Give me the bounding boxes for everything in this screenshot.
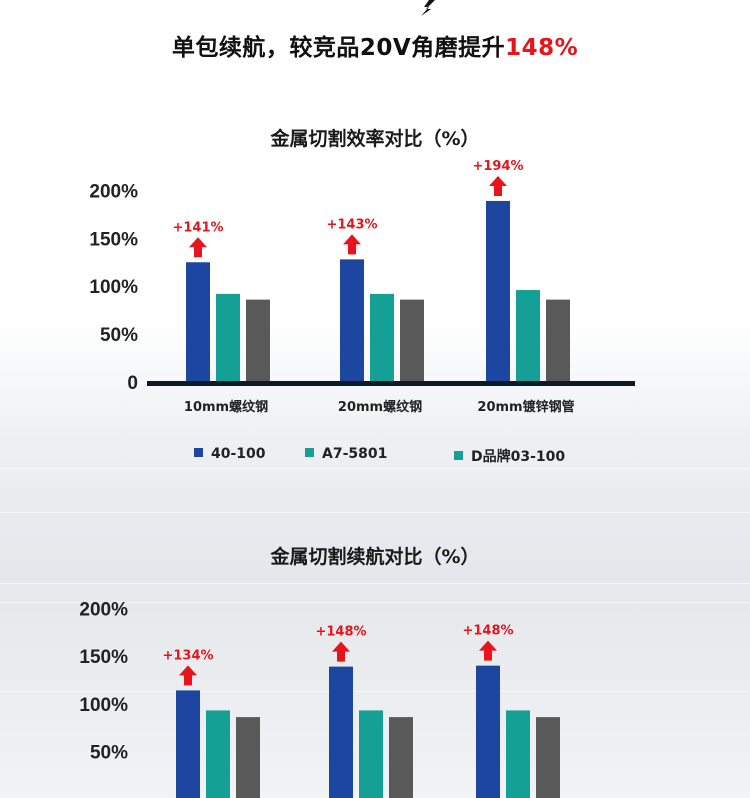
increase-annotation: +134% — [162, 648, 213, 663]
bar — [206, 710, 230, 798]
category-label: 10mm螺纹钢 — [184, 399, 268, 415]
legend-label: 40-100 — [211, 446, 266, 462]
legend-label: A7-5801 — [322, 446, 388, 462]
bar — [246, 299, 270, 382]
bar — [359, 710, 383, 798]
chart-title-efficiency: 金属切割效率对比（%） — [270, 128, 480, 150]
background-streak — [0, 468, 750, 469]
legend-swatch — [194, 448, 203, 457]
up-arrow-icon — [179, 665, 197, 686]
legend-swatch — [305, 448, 314, 457]
chart-title-runtime: 金属切割续航对比（%） — [270, 546, 480, 568]
y-tick-label: 200% — [89, 181, 138, 202]
increase-annotation: +141% — [172, 220, 223, 235]
headline-highlight: 148% — [505, 35, 579, 61]
bar — [186, 262, 210, 382]
bar — [216, 293, 240, 382]
legend-swatch — [454, 451, 463, 460]
bar — [486, 200, 510, 382]
headline-text: 单包续航，较竞品20V角磨提升 — [171, 35, 506, 61]
bar — [400, 299, 424, 382]
background-streak — [0, 512, 750, 513]
efficiency-chart: 0 50% 100% 150% 200% 10mm螺纹钢 20mm螺纹钢 20mm镀锌钢管 +1… — [89, 159, 635, 415]
bar — [236, 717, 260, 798]
bar — [536, 717, 560, 798]
up-arrow-icon — [189, 237, 207, 258]
y-tick-label: 150% — [89, 229, 138, 250]
category-label: 20mm螺纹钢 — [338, 399, 422, 415]
bar — [370, 293, 394, 382]
background-streak — [0, 691, 750, 692]
increase-annotation: +143% — [326, 217, 377, 232]
x-axis-line — [147, 381, 635, 386]
up-arrow-icon — [332, 641, 350, 662]
y-tick-label: 100% — [79, 695, 128, 716]
bar — [516, 290, 540, 382]
legend-item: A7-5801 — [305, 446, 387, 462]
background-streak — [0, 602, 750, 603]
background-streak — [0, 583, 750, 584]
bar — [389, 717, 413, 798]
bar — [476, 665, 500, 798]
up-arrow-icon — [479, 640, 497, 661]
increase-annotation: +194% — [472, 159, 523, 174]
bar — [176, 690, 200, 798]
lightning-icon — [421, 0, 435, 16]
category-label: 20mm镀锌钢管 — [477, 399, 574, 415]
increase-annotation: +148% — [315, 625, 366, 640]
legend-label: D品牌03-100 — [471, 449, 566, 465]
y-tick-label: 50% — [90, 742, 128, 763]
bar — [329, 666, 353, 798]
headline: 单包续航，较竞品20V角磨提升148% — [0, 28, 750, 62]
bar — [340, 259, 364, 382]
y-tick-label: 50% — [100, 325, 138, 346]
y-tick-label: 100% — [89, 277, 138, 298]
increase-annotation: +148% — [462, 624, 513, 639]
legend-item: D品牌03-100 — [454, 446, 565, 466]
legend: 40-100 A7-5801 D品牌03-100 — [0, 446, 750, 466]
legend-item: 40-100 — [194, 446, 266, 462]
up-arrow-icon — [343, 234, 361, 255]
bar — [546, 299, 570, 382]
bar — [506, 710, 530, 798]
y-tick-label: 0 — [127, 373, 138, 394]
y-tick-label: 200% — [79, 600, 128, 621]
y-tick-label: 150% — [79, 647, 128, 668]
up-arrow-icon — [489, 175, 507, 196]
